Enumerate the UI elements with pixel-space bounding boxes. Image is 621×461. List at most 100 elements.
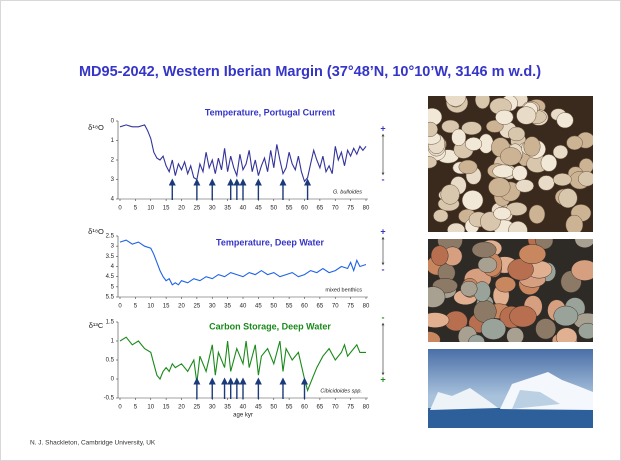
- scale-bottom: -: [382, 174, 385, 184]
- y-tick-label: -0.5: [104, 396, 115, 402]
- slide: MD95-2042, Western Iberian Margin (37°48…: [0, 0, 621, 461]
- pebble: [481, 319, 506, 340]
- x-tick-label: 40: [240, 405, 247, 411]
- x-tick-label: 60: [301, 206, 308, 212]
- pebble: [567, 136, 583, 150]
- pebble: [553, 173, 571, 185]
- x-tick-label: 55: [286, 405, 293, 411]
- x-tick-label: 15: [163, 405, 170, 411]
- y-label: δ¹⁸O: [88, 123, 104, 132]
- chart-title: Temperature, Portugal Current: [205, 107, 335, 117]
- x-tick-label: 50: [270, 405, 277, 411]
- x-tick-label: 20: [178, 405, 185, 411]
- pebble: [495, 110, 513, 124]
- x-tick-label: 35: [224, 206, 231, 212]
- pebble: [478, 257, 497, 273]
- x-tick-label: 75: [347, 206, 354, 212]
- pebble: [493, 207, 511, 220]
- x-tick-label: 65: [317, 304, 324, 310]
- pebble: [578, 172, 595, 187]
- pebble: [462, 190, 483, 210]
- y-tick-label: 4.5: [106, 274, 115, 280]
- y-label: δ¹⁸O: [88, 227, 104, 236]
- pebble: [557, 113, 574, 128]
- x-tick-label: 50: [270, 206, 277, 212]
- scale-bottom: +: [380, 374, 385, 384]
- pebble: [489, 178, 511, 197]
- x-tick-label: 45: [255, 304, 262, 310]
- pebble: [465, 137, 482, 150]
- annotation: mixed benthics: [325, 287, 362, 293]
- x-tick-label: 70: [332, 405, 339, 411]
- pebble: [519, 244, 546, 263]
- pebble: [554, 306, 578, 326]
- pebble: [452, 129, 466, 146]
- x-tick-label: 10: [147, 304, 154, 310]
- y-label: δ¹³C: [89, 321, 104, 330]
- x-tick-label: 15: [163, 206, 170, 212]
- x-tick-label: 60: [301, 304, 308, 310]
- x-tick-label: 10: [147, 206, 154, 212]
- scale-bottom: -: [382, 264, 385, 274]
- pebble: [461, 281, 478, 296]
- x-tick-label: 80: [363, 206, 370, 212]
- chart-title: Temperature, Deep Water: [216, 237, 325, 247]
- annotation: Cibicidoides spp.: [320, 388, 362, 394]
- scale-top: -: [382, 312, 385, 322]
- x-tick-label: 45: [255, 206, 262, 212]
- annotation: G. bulloides: [333, 189, 362, 195]
- pebble: [433, 210, 448, 223]
- x-tick-label: 40: [240, 206, 247, 212]
- x-tick-label: 25: [194, 405, 201, 411]
- x-tick-label: 20: [178, 304, 185, 310]
- y-tick-label: 1.5: [106, 320, 115, 326]
- x-tick-label: 20: [178, 206, 185, 212]
- x-tick-label: 40: [240, 304, 247, 310]
- slide-title: MD95-2042, Western Iberian Margin (37°48…: [79, 64, 541, 80]
- x-tick-label: 45: [255, 405, 262, 411]
- pebble: [512, 166, 527, 181]
- pebble: [566, 215, 583, 235]
- x-tick-label: 55: [286, 206, 293, 212]
- x-tick-label: 25: [194, 206, 201, 212]
- x-tick-label: 30: [209, 304, 216, 310]
- x-tick-label: 25: [194, 304, 201, 310]
- y-tick-label: 3.5: [106, 254, 115, 260]
- x-tick-label: 65: [317, 206, 324, 212]
- pebble: [529, 205, 545, 224]
- x-tick-label: 50: [270, 304, 277, 310]
- x-tick-label: 60: [301, 405, 308, 411]
- pebble: [536, 319, 556, 340]
- pebble: [516, 180, 534, 193]
- photo-benthics: [417, 229, 601, 349]
- photo-iceberg: [428, 349, 593, 428]
- x-tick-label: 55: [286, 304, 293, 310]
- credit: N. J. Shackleton, Cambridge University, …: [30, 440, 156, 447]
- x-tick-label: 75: [347, 304, 354, 310]
- x-tick-label: 35: [224, 304, 231, 310]
- pebble: [441, 185, 460, 205]
- x-label: age kyr: [233, 413, 253, 419]
- pebble: [524, 137, 540, 157]
- scale-top: +: [380, 226, 385, 236]
- x-tick-label: 70: [332, 206, 339, 212]
- pebble: [541, 154, 557, 171]
- x-tick-label: 35: [224, 405, 231, 411]
- pebble: [559, 188, 578, 207]
- pebble: [472, 242, 496, 258]
- y-tick-label: 2.5: [106, 234, 115, 240]
- x-tick-label: 70: [332, 304, 339, 310]
- pebble: [553, 145, 568, 159]
- y-tick-label: 0.5: [106, 358, 115, 364]
- x-tick-label: 80: [363, 304, 370, 310]
- photo-foraminifera: [419, 86, 595, 240]
- y-tick-label: 5.5: [106, 295, 115, 301]
- chart-title: Carbon Storage, Deep Water: [209, 321, 331, 331]
- pebble: [517, 107, 536, 125]
- x-tick-label: 10: [147, 405, 154, 411]
- x-tick-label: 30: [209, 405, 216, 411]
- x-tick-label: 15: [163, 304, 170, 310]
- pebble: [431, 246, 448, 266]
- x-tick-label: 30: [209, 206, 216, 212]
- scale-top: +: [380, 123, 385, 133]
